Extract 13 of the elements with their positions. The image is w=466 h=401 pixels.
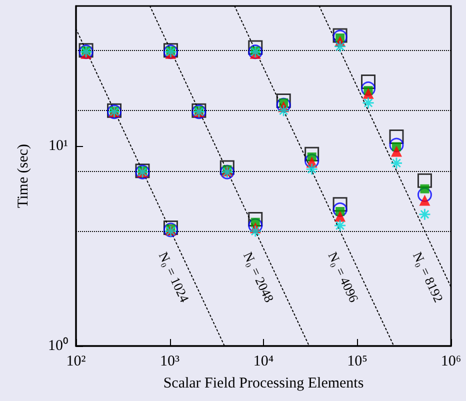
x-tick-label: 10⁵ — [347, 354, 368, 370]
x-axis-title: Scalar Field Processing Elements — [163, 376, 364, 392]
y-tick-label: 10⁰ — [48, 337, 68, 354]
x-tick-label: 10² — [66, 354, 86, 370]
y-tick-label: 10¹ — [48, 138, 68, 154]
y-axis-title: Time (sec) — [16, 144, 32, 208]
text: N₀ = 4096 — [325, 249, 362, 305]
x-tick-label: 10⁴ — [253, 354, 274, 370]
text: N₀ = 2048 — [240, 249, 277, 305]
x-tick-label: 10⁶ — [440, 354, 462, 370]
x-tick-label: 10³ — [160, 354, 180, 370]
text: N₀ = 8192 — [410, 250, 446, 304]
text: N₀ = 1024 — [156, 249, 192, 305]
